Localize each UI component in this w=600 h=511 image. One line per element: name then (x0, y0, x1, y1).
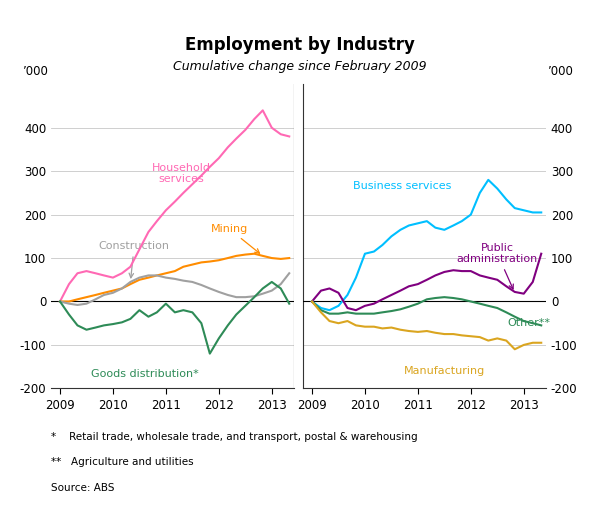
Text: Household
services: Household services (152, 162, 211, 184)
Text: Business services: Business services (353, 181, 451, 191)
Text: Public
administration: Public administration (457, 243, 538, 289)
Text: *    Retail trade, wholesale trade, and transport, postal & warehousing: * Retail trade, wholesale trade, and tra… (51, 432, 418, 442)
Text: Goods distribution*: Goods distribution* (91, 369, 199, 379)
Text: Manufacturing: Manufacturing (404, 366, 485, 376)
Text: Construction: Construction (98, 241, 170, 278)
Text: Employment by Industry: Employment by Industry (185, 36, 415, 54)
Text: Source: ABS: Source: ABS (51, 483, 115, 493)
Text: ’000: ’000 (548, 65, 574, 78)
Text: ’000: ’000 (23, 65, 49, 78)
Text: **   Agriculture and utilities: ** Agriculture and utilities (51, 457, 194, 468)
Text: Cumulative change since February 2009: Cumulative change since February 2009 (173, 60, 427, 73)
Text: Other**: Other** (508, 318, 551, 328)
Text: Mining: Mining (211, 224, 260, 253)
